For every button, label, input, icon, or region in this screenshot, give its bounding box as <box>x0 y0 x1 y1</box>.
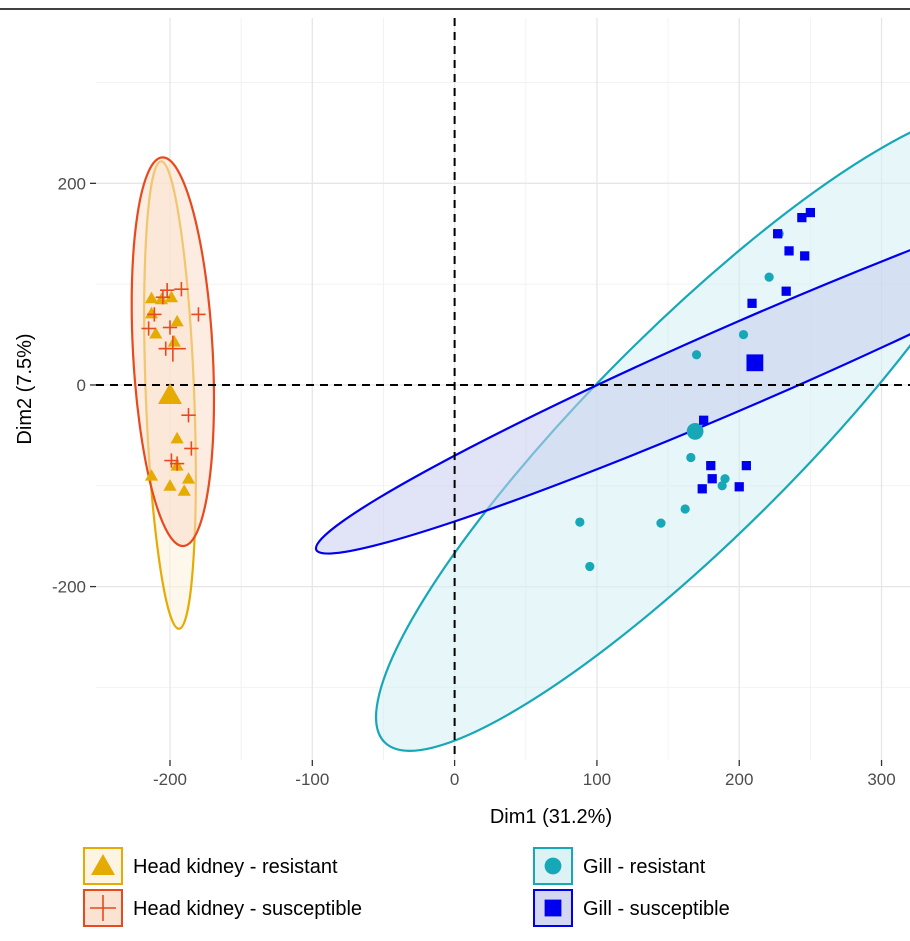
y-tick-label: 200 <box>58 174 86 193</box>
data-point <box>764 272 774 282</box>
data-point <box>656 518 666 528</box>
data-point <box>691 350 702 360</box>
legend-item: Gill - resistant <box>533 847 706 885</box>
data-point <box>720 474 730 484</box>
data-point <box>805 207 816 218</box>
data-point <box>169 456 185 471</box>
data-point <box>170 431 184 444</box>
data-point <box>163 479 177 491</box>
data-point <box>699 415 709 425</box>
reference-lines <box>96 18 910 760</box>
data-point <box>181 472 196 484</box>
data-point <box>585 561 595 572</box>
data-point <box>164 290 179 303</box>
data-point <box>162 320 178 335</box>
legend-label: Head kidney - resistant <box>133 856 338 878</box>
legend-symbol <box>91 854 115 875</box>
x-tick-label: -100 <box>295 770 329 789</box>
data-point <box>155 290 171 305</box>
y-axis-title: Dim2 (7.5%) <box>14 333 36 444</box>
centroid-point <box>158 383 182 405</box>
data-point <box>154 292 169 305</box>
data-point <box>575 517 585 527</box>
centroid-point <box>159 335 186 362</box>
data-point <box>797 212 807 223</box>
data-point <box>738 329 749 340</box>
x-tick-label: 300 <box>867 770 895 789</box>
data-point <box>164 453 179 468</box>
data-point <box>741 460 751 471</box>
data-point <box>680 504 690 514</box>
data-point <box>717 481 727 491</box>
centroid-point <box>746 354 764 372</box>
x-tick-label: 100 <box>583 770 611 789</box>
legend-symbol <box>544 857 562 875</box>
data-point <box>706 460 716 471</box>
axes: -200 -100 0 100 200 300 -200 0 200 <box>52 174 896 789</box>
data-point <box>174 282 189 297</box>
legend-symbol <box>90 895 116 921</box>
data-point <box>141 321 156 336</box>
legend-symbol <box>544 899 562 917</box>
data-point <box>784 246 794 256</box>
data-point <box>800 251 810 261</box>
data-point <box>144 469 159 481</box>
data-point <box>184 441 199 456</box>
data-point <box>167 335 181 347</box>
data-point <box>734 482 744 492</box>
data-point <box>181 408 196 423</box>
data-point <box>686 452 696 463</box>
data-point <box>191 307 206 322</box>
legend-label: Gill - resistant <box>583 856 706 878</box>
legend-label: Gill - susceptible <box>583 898 730 920</box>
data-point <box>773 229 783 239</box>
y-tick-label: -200 <box>52 578 86 597</box>
legend: Head kidney - resistant Head kidney - sus… <box>83 847 730 927</box>
legend-label: Head kidney - susceptible <box>133 898 362 920</box>
data-point <box>144 291 159 304</box>
data-points <box>141 207 816 572</box>
legend-item: Head kidney - resistant <box>83 847 338 885</box>
data-point <box>697 484 707 494</box>
data-point <box>147 307 162 322</box>
x-axis-title: Dim1 (31.2%) <box>490 806 612 828</box>
centroid-point <box>686 422 704 440</box>
legend-item: Head kidney - susceptible <box>83 889 362 927</box>
x-tick-label: 0 <box>450 770 459 789</box>
data-point <box>781 286 791 296</box>
data-point <box>707 474 717 484</box>
y-tick-label: 0 <box>77 376 86 395</box>
x-tick-label: -200 <box>153 770 187 789</box>
data-point <box>747 298 757 308</box>
x-tick-label: 200 <box>725 770 753 789</box>
legend-item: Gill - susceptible <box>533 889 730 927</box>
data-point <box>149 326 163 339</box>
data-point <box>170 314 184 327</box>
data-point <box>177 484 191 496</box>
